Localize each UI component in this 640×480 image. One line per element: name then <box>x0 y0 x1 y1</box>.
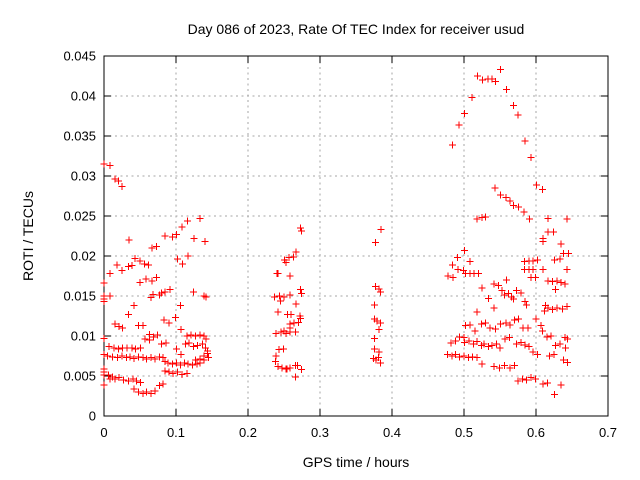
x-tick-label: 0.1 <box>167 425 185 440</box>
y-tick-label: 0.035 <box>63 129 96 144</box>
y-tick-label: 0.045 <box>63 49 96 64</box>
data-points <box>100 66 572 398</box>
x-tick-label: 0.5 <box>455 425 473 440</box>
y-tick-label: 0.005 <box>63 369 96 384</box>
y-tick-label: 0.015 <box>63 289 96 304</box>
plot-border <box>103 55 609 417</box>
chart-title: Day 086 of 2023, Rate Of TEC Index for r… <box>188 21 525 37</box>
x-axis-label: GPS time / hours <box>303 454 410 470</box>
x-tick-label: 0.2 <box>239 425 257 440</box>
y-tick-label: 0.025 <box>63 209 96 224</box>
y-axis-label: ROTI / TECUs <box>20 191 36 281</box>
y-tick-label: 0.01 <box>71 329 96 344</box>
y-tick-label: 0.04 <box>71 89 96 104</box>
axis-tick-labels: 0 0.1 0.2 0.3 0.4 0.5 0.6 0.7 0 0.005 0.01 0.015 0.0… <box>63 49 617 441</box>
y-tick-label: 0 <box>89 409 96 424</box>
y-tick-label: 0.02 <box>71 249 96 264</box>
x-tick-label: 0 <box>100 425 107 440</box>
x-tick-label: 0.7 <box>599 425 617 440</box>
y-tick-label: 0.03 <box>71 169 96 184</box>
x-tick-label: 0.6 <box>527 425 545 440</box>
x-tick-label: 0.4 <box>383 425 401 440</box>
x-tick-label: 0.3 <box>311 425 329 440</box>
